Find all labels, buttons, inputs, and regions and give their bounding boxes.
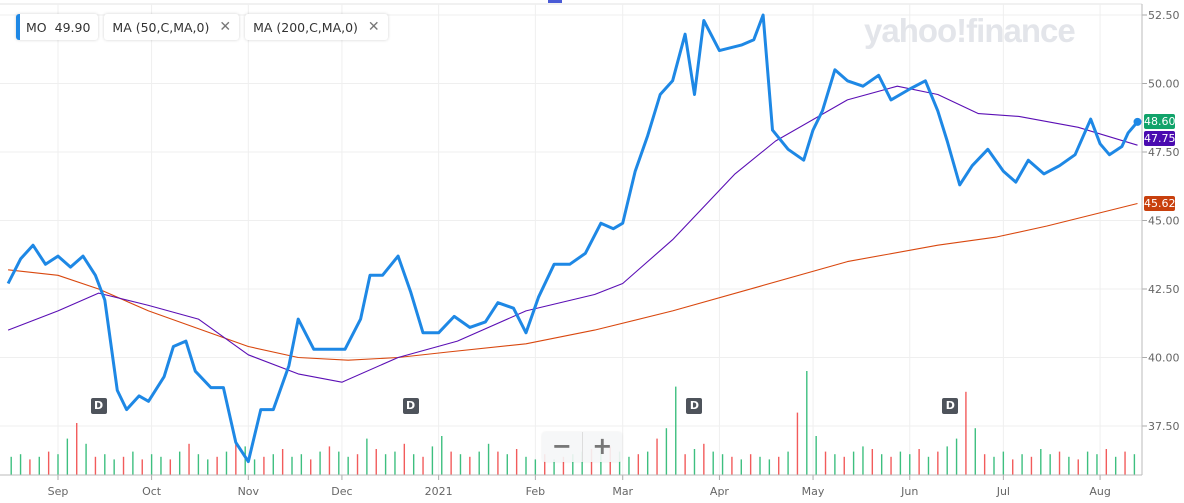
- chart-legend: MO 49.90 MA (50,C,MA,0) ✕ MA (200,C,MA,0…: [16, 14, 388, 40]
- study-label: MA (50,C,MA,0): [112, 19, 210, 35]
- last-price-tag: 48.60: [1144, 114, 1176, 130]
- symbol-price: 49.90: [54, 19, 91, 35]
- yahoo-finance-logo: yahoo!finance: [864, 12, 1076, 49]
- dividend-marker[interactable]: D: [942, 398, 959, 414]
- x-tick-label: Feb: [526, 485, 545, 498]
- y-tick-label: 42.50: [1148, 283, 1180, 296]
- y-tick-label: 37.50: [1148, 420, 1180, 433]
- ma200-line: [8, 202, 1138, 361]
- y-tick-label: 50.00: [1148, 78, 1180, 91]
- ma200-value-tag: 45.62: [1144, 196, 1176, 211]
- dividend-marker[interactable]: D: [686, 398, 703, 414]
- last-price-dot: [1133, 117, 1142, 126]
- x-tick-label: Dec: [331, 485, 352, 498]
- x-tick-label: Apr: [710, 485, 730, 498]
- y-tick-label: 40.00: [1148, 352, 1180, 365]
- symbol-chip[interactable]: MO 49.90: [16, 14, 99, 40]
- price-line: [6, 13, 1139, 464]
- x-tick-label: Aug: [1089, 485, 1110, 498]
- zoom-out-button[interactable]: −: [542, 432, 583, 462]
- study-label: MA (200,C,MA,0): [253, 19, 358, 35]
- y-tick-label: 47.50: [1148, 146, 1180, 159]
- study-chip-ma50[interactable]: MA (50,C,MA,0) ✕: [104, 14, 240, 40]
- x-tick-label: 2021: [425, 485, 453, 498]
- zoom-controls: − +: [542, 432, 622, 462]
- close-icon[interactable]: ✕: [219, 19, 232, 35]
- x-tick-label: Jul: [996, 485, 1010, 498]
- ma50-value-tag: 47.75: [1144, 130, 1176, 146]
- x-tick-label: Mar: [612, 485, 633, 498]
- x-tick-label: Nov: [238, 485, 260, 498]
- y-tick-label: 52.50: [1148, 9, 1180, 22]
- x-tick-label: Sep: [48, 485, 69, 498]
- close-icon[interactable]: ✕: [367, 19, 380, 35]
- symbol-label: MO: [26, 19, 47, 35]
- dividend-marker[interactable]: D: [402, 398, 419, 414]
- dividend-marker[interactable]: D: [90, 398, 107, 414]
- x-tick-label: May: [802, 485, 825, 498]
- x-tick-label: Oct: [142, 485, 162, 498]
- study-chip-ma200[interactable]: MA (200,C,MA,0) ✕: [245, 14, 388, 40]
- zoom-in-button[interactable]: +: [592, 432, 613, 460]
- range-indicator[interactable]: [548, 0, 562, 3]
- y-tick-label: 45.00: [1148, 215, 1180, 228]
- ma50-line: [7, 85, 1138, 383]
- x-tick-label: Jun: [900, 485, 918, 498]
